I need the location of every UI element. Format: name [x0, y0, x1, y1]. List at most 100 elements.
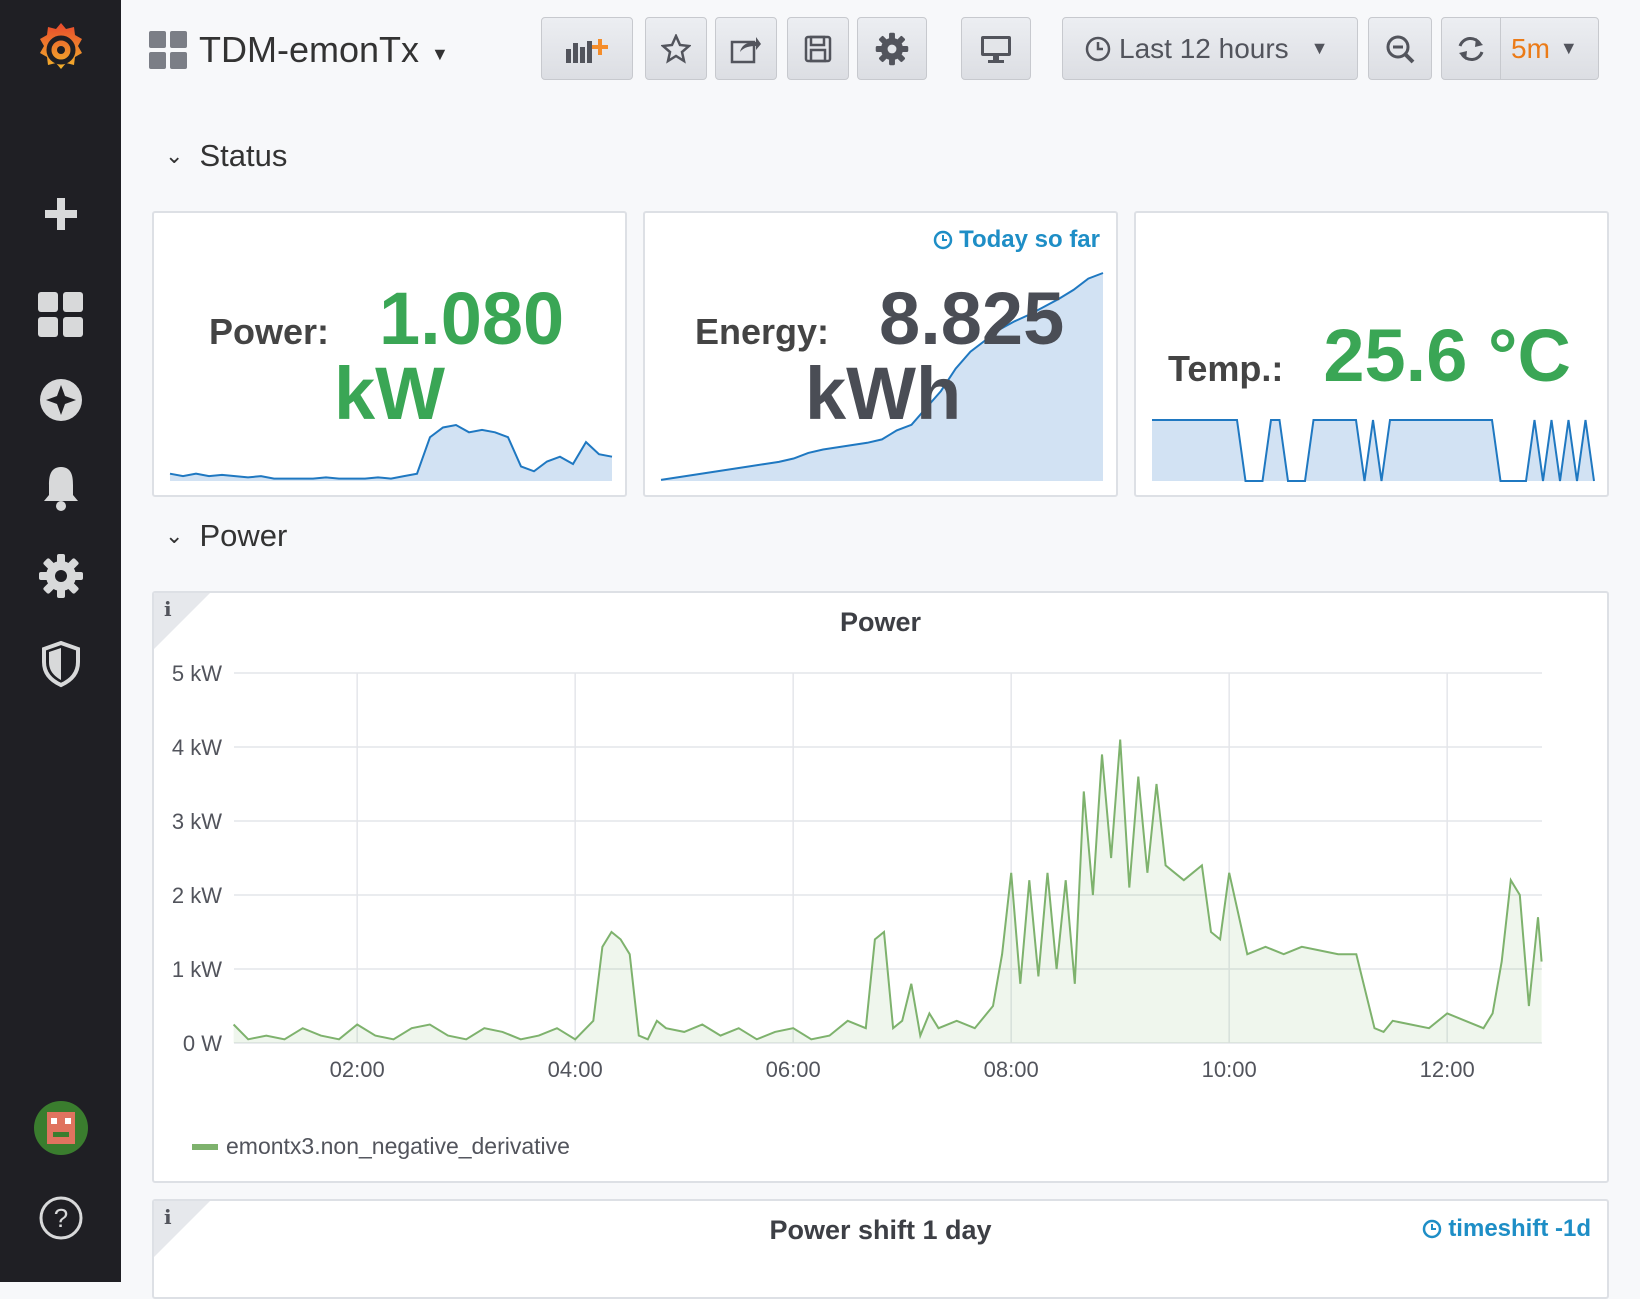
- stat-energy-row: Energy: 8.825: [695, 276, 1064, 361]
- stat-panel-temp[interactable]: Temp.: 25.6 °C: [1134, 211, 1609, 497]
- y-tick-label: 2 kW: [172, 883, 222, 908]
- settings-button[interactable]: [857, 17, 927, 80]
- user-avatar[interactable]: [0, 1098, 121, 1158]
- energy-badge-text: Today so far: [959, 226, 1100, 253]
- top-navbar: TDM-emonTx ▼ Last 12 hours ▼: [121, 0, 1640, 100]
- stat-power-row: Power: 1.080: [209, 276, 564, 361]
- y-tick-label: 1 kW: [172, 957, 222, 982]
- x-tick-label: 12:00: [1420, 1057, 1475, 1082]
- dashboard-grid-icon: [149, 31, 187, 69]
- y-tick-label: 3 kW: [172, 809, 222, 834]
- stat-energy-label: Energy:: [695, 311, 830, 352]
- dashboard-title: TDM-emonTx: [199, 29, 420, 70]
- grafana-logo-icon[interactable]: [0, 20, 121, 80]
- graph-panel-power-shift[interactable]: i Power shift 1 day timeshift -1d: [152, 1199, 1609, 1299]
- add-panel-button[interactable]: [541, 17, 633, 80]
- legend-item[interactable]: emontx3.non_negative_derivative: [192, 1133, 570, 1160]
- legend-label: emontx3.non_negative_derivative: [226, 1133, 570, 1159]
- info-icon[interactable]: i: [164, 597, 172, 621]
- series-area: [233, 739, 1542, 1043]
- alerting-bell-icon[interactable]: [0, 457, 121, 517]
- dashboards-icon[interactable]: [0, 285, 121, 345]
- sparkline-line: [660, 272, 1104, 481]
- refresh-divider: [1500, 18, 1501, 79]
- svg-text:?: ?: [53, 1203, 67, 1233]
- star-button[interactable]: [645, 17, 707, 80]
- y-tick-label: 4 kW: [172, 735, 222, 760]
- legend-swatch: [192, 1143, 218, 1150]
- info-icon[interactable]: i: [164, 1205, 172, 1229]
- stat-panel-energy[interactable]: Today so far Energy: 8.825 kWh: [643, 211, 1118, 497]
- stat-energy-value: 8.825: [879, 277, 1065, 360]
- stat-temp-row: Temp.: 25.6 °C: [1168, 313, 1571, 398]
- row-title-power: Power: [199, 518, 288, 553]
- share-button[interactable]: [715, 17, 777, 80]
- stat-temp-value: 25.6 °C: [1323, 314, 1571, 397]
- plus-icon[interactable]: [0, 184, 121, 244]
- stat-temp-label: Temp.:: [1168, 348, 1284, 389]
- stat-panel-power[interactable]: Power: 1.080 kW: [152, 211, 627, 497]
- refresh-icon: [1458, 36, 1484, 61]
- save-button[interactable]: [787, 17, 849, 80]
- x-tick-label: 10:00: [1202, 1057, 1257, 1082]
- chevron-down-icon: ⌄: [165, 523, 184, 548]
- row-title-status: Status: [199, 138, 288, 173]
- graph-title: Power: [839, 607, 922, 637]
- explore-compass-icon[interactable]: [0, 370, 121, 430]
- sparkline-line: [1152, 419, 1595, 482]
- configuration-gear-icon[interactable]: [0, 546, 121, 606]
- stat-energy-unit: kWh: [805, 352, 962, 435]
- time-range-picker[interactable]: Last 12 hours ▼: [1062, 17, 1358, 80]
- caret-down-icon: ▼: [431, 43, 449, 64]
- sidebar: ?: [0, 0, 121, 1282]
- timeshift-badge: timeshift -1d: [1422, 1215, 1591, 1243]
- sparkline-line: [169, 423, 613, 480]
- timeshift-text: timeshift -1d: [1448, 1215, 1591, 1242]
- sparkline-area: [661, 273, 1103, 481]
- shield-icon[interactable]: [0, 634, 121, 694]
- settings-gear-icon: [875, 32, 909, 65]
- x-tick-label: 08:00: [984, 1057, 1039, 1082]
- graph-panel-power[interactable]: i Power 0 W 1 kW 2 kW 3 kW 4 kW 5 kW 02:00 04:0…: [152, 591, 1609, 1183]
- y-tick-label: 0 W: [183, 1031, 222, 1056]
- save-icon: [804, 35, 832, 62]
- sparkline-power: [169, 423, 613, 481]
- share-icon: [730, 36, 761, 63]
- monitor-icon: [981, 35, 1011, 63]
- panel-info-corner[interactable]: [154, 593, 210, 649]
- energy-time-badge: Today so far: [933, 226, 1100, 254]
- x-tick-label: 06:00: [766, 1057, 821, 1082]
- tv-mode-button[interactable]: [961, 17, 1031, 80]
- row-header-power[interactable]: ⌄ Power: [165, 518, 287, 554]
- sparkline-area: [170, 425, 612, 481]
- clock-icon: [933, 230, 953, 250]
- zoom-out-button[interactable]: [1368, 17, 1432, 80]
- zoom-out-icon: [1386, 35, 1415, 63]
- add-panel-icon: [566, 38, 608, 63]
- main-area: TDM-emonTx ▼ Last 12 hours ▼: [121, 0, 1640, 1299]
- x-tick-label: 04:00: [548, 1057, 603, 1082]
- sparkline-area: [1152, 420, 1594, 481]
- sparkline-energy: [660, 272, 1104, 481]
- star-icon: [661, 33, 691, 64]
- panel-info-corner[interactable]: [154, 1201, 210, 1257]
- sparkline-temp: [1152, 419, 1595, 482]
- chevron-down-icon: ⌄: [165, 143, 184, 168]
- x-tick-label: 02:00: [330, 1057, 385, 1082]
- stat-power-value: 1.080: [379, 277, 565, 360]
- clock-icon: [1085, 36, 1111, 61]
- help-icon[interactable]: ?: [0, 1188, 121, 1248]
- stat-power-label: Power:: [209, 311, 330, 352]
- caret-down-icon: ▼: [1310, 38, 1329, 58]
- power-chart[interactable]: 0 W 1 kW 2 kW 3 kW 4 kW 5 kW 02:00 04:00 06:00 08…: [154, 643, 1607, 1143]
- y-tick-label: 5 kW: [172, 661, 222, 686]
- graph-title-shift: Power shift 1 day: [769, 1215, 992, 1245]
- caret-down-icon: ▼: [1559, 38, 1578, 58]
- dashboard-picker[interactable]: TDM-emonTx ▼: [149, 25, 449, 75]
- series-line: [232, 739, 1543, 1041]
- row-header-status[interactable]: ⌄ Status: [165, 138, 287, 174]
- time-range-label: Last 12 hours: [1119, 32, 1289, 64]
- clock-icon: [1423, 1219, 1442, 1239]
- stat-power-unit: kW: [334, 352, 445, 435]
- refresh-picker[interactable]: 5m ▼: [1441, 17, 1599, 80]
